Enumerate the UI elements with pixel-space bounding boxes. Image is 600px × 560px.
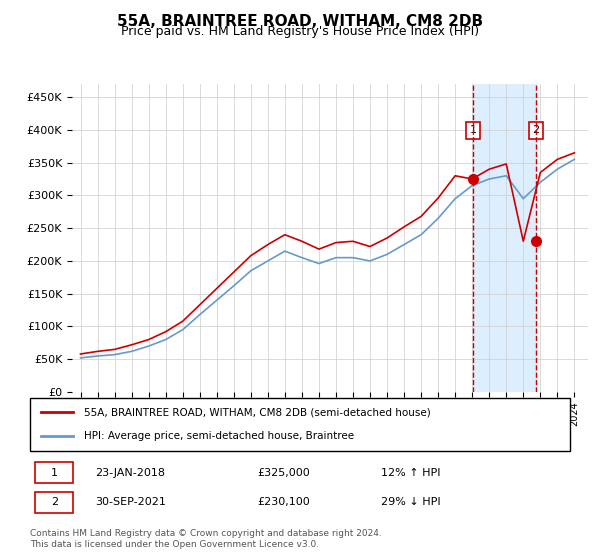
Text: Price paid vs. HM Land Registry's House Price Index (HPI): Price paid vs. HM Land Registry's House … — [121, 25, 479, 38]
Text: 55A, BRAINTREE ROAD, WITHAM, CM8 2DB: 55A, BRAINTREE ROAD, WITHAM, CM8 2DB — [117, 14, 483, 29]
FancyBboxPatch shape — [35, 492, 73, 513]
Text: 1: 1 — [51, 468, 58, 478]
FancyBboxPatch shape — [35, 463, 73, 483]
Text: HPI: Average price, semi-detached house, Braintree: HPI: Average price, semi-detached house,… — [84, 431, 354, 441]
Text: 55A, BRAINTREE ROAD, WITHAM, CM8 2DB (semi-detached house): 55A, BRAINTREE ROAD, WITHAM, CM8 2DB (se… — [84, 408, 431, 418]
Text: 30-SEP-2021: 30-SEP-2021 — [95, 497, 166, 507]
Text: 2: 2 — [532, 125, 539, 135]
Text: £325,000: £325,000 — [257, 468, 310, 478]
Text: 23-JAN-2018: 23-JAN-2018 — [95, 468, 165, 478]
Text: 29% ↓ HPI: 29% ↓ HPI — [381, 497, 440, 507]
Text: Contains HM Land Registry data © Crown copyright and database right 2024.
This d: Contains HM Land Registry data © Crown c… — [30, 529, 382, 549]
Text: 2: 2 — [51, 497, 58, 507]
Bar — [473, 84, 536, 392]
FancyBboxPatch shape — [30, 398, 570, 451]
Text: £230,100: £230,100 — [257, 497, 310, 507]
Text: 1: 1 — [470, 125, 477, 135]
Text: 12% ↑ HPI: 12% ↑ HPI — [381, 468, 440, 478]
